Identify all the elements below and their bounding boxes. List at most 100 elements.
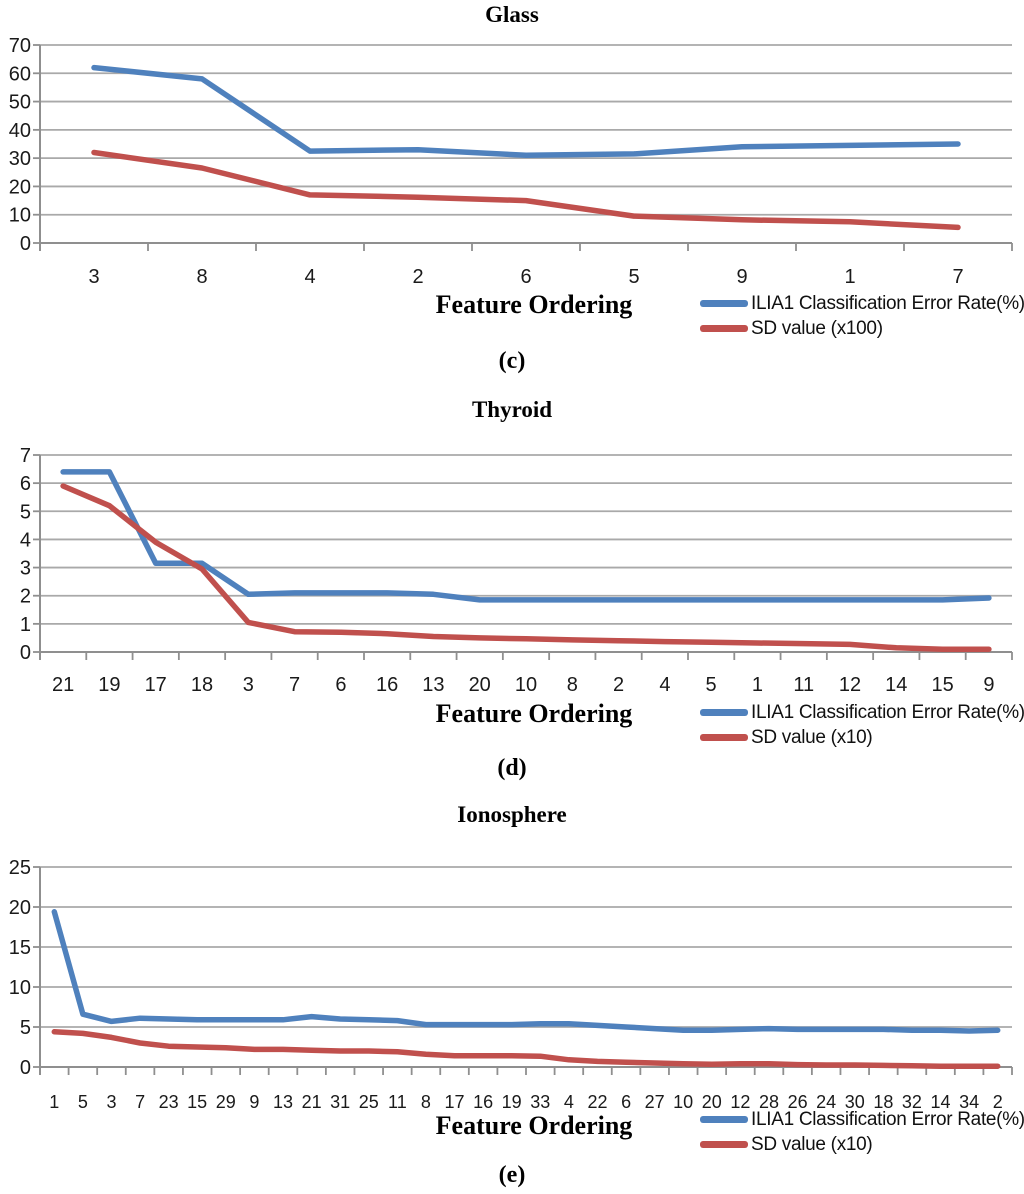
x-tick-label: 4 — [659, 674, 670, 696]
x-tick-label: 9 — [983, 674, 994, 696]
y-tick-label: 0 — [20, 233, 31, 255]
x-tick-label: 9 — [736, 266, 747, 288]
x-tick-label: 12 — [730, 1092, 750, 1112]
y-tick-label: 15 — [9, 937, 31, 959]
x-tick-label: 4 — [564, 1092, 574, 1112]
x-tick-label: 1 — [752, 674, 763, 696]
x-tick-label: 20 — [469, 674, 491, 696]
x-tick-label: 8 — [196, 266, 207, 288]
x-tick-label: 20 — [702, 1092, 722, 1112]
y-tick-label: 5 — [20, 1017, 31, 1039]
chart-title: Thyroid — [471, 397, 553, 422]
chart-title: Ionosphere — [457, 802, 567, 827]
x-tick-label: 17 — [145, 674, 167, 696]
x-tick-label: 5 — [706, 674, 717, 696]
x-tick-label: 8 — [567, 674, 578, 696]
x-tick-label: 18 — [191, 674, 213, 696]
x-axis-title: Feature Ordering — [435, 699, 633, 728]
series-line — [91, 149, 961, 231]
x-tick-label: 10 — [673, 1092, 693, 1112]
x-tick-label: 2 — [412, 266, 423, 288]
y-tick-label: 0 — [20, 1057, 31, 1079]
x-tick-label: 14 — [930, 1092, 950, 1112]
legend-label: ILIA1 Classification Error Rate(%) — [751, 1108, 1024, 1130]
legend-label: SD value (x10) — [751, 726, 873, 748]
legend-label: ILIA1 Classification Error Rate(%) — [751, 292, 1024, 314]
legend-row: SD value (x10) — [700, 725, 1024, 750]
series-line — [91, 64, 961, 159]
x-tick-label: 14 — [885, 674, 907, 696]
x-tick-label: 13 — [422, 674, 444, 696]
x-tick-label: 5 — [78, 1092, 88, 1112]
legend: ILIA1 Classification Error Rate(%) SD va… — [700, 291, 1024, 341]
x-tick-label: 23 — [159, 1092, 179, 1112]
x-tick-label: 1 — [49, 1092, 59, 1112]
chart-title: Glass — [485, 2, 539, 27]
x-tick-label: 27 — [645, 1092, 665, 1112]
legend-line-blue — [700, 1116, 748, 1123]
x-tick-label: 6 — [335, 674, 346, 696]
x-tick-label: 30 — [845, 1092, 865, 1112]
y-tick-label: 5 — [20, 501, 31, 523]
y-tick-label: 20 — [9, 176, 31, 198]
x-tick-label: 5 — [628, 266, 639, 288]
x-tick-label: 12 — [839, 674, 861, 696]
x-tick-label: 32 — [902, 1092, 922, 1112]
legend-line-red — [700, 325, 748, 332]
x-tick-label: 34 — [959, 1092, 979, 1112]
series-line — [51, 1029, 1001, 1069]
x-tick-label: 2 — [613, 674, 624, 696]
legend-row: ILIA1 Classification Error Rate(%) — [700, 700, 1024, 725]
x-tick-label: 13 — [273, 1092, 293, 1112]
y-tick-label: 50 — [9, 92, 31, 114]
x-tick-label: 6 — [621, 1092, 631, 1112]
y-tick-label: 10 — [9, 205, 31, 227]
y-tick-label: 20 — [9, 897, 31, 919]
x-tick-label: 28 — [759, 1092, 779, 1112]
x-tick-label: 33 — [530, 1092, 550, 1112]
legend-row: SD value (x100) — [700, 316, 1024, 341]
x-tick-label: 3 — [243, 674, 254, 696]
y-tick-label: 10 — [9, 977, 31, 999]
x-tick-label: 7 — [952, 266, 963, 288]
series-line — [51, 909, 1001, 1034]
x-tick-label: 25 — [359, 1092, 379, 1112]
glass-line-plot: 0 10 20 30 40 50 60 70 3 8 4 2 6 5 9 1 7 — [9, 35, 1013, 288]
legend-row: ILIA1 Classification Error Rate(%) — [700, 1107, 1024, 1132]
legend-line-blue — [700, 709, 748, 716]
x-tick-label: 8 — [421, 1092, 431, 1112]
legend-line-red — [700, 734, 748, 741]
x-tick-label: 9 — [249, 1092, 259, 1112]
x-tick-label: 2 — [993, 1092, 1003, 1112]
x-tick-label: 1 — [844, 266, 855, 288]
y-tick-label: 0 — [20, 642, 31, 664]
y-tick-label: 30 — [9, 148, 31, 170]
x-tick-label: 16 — [473, 1092, 493, 1112]
x-tick-label: 19 — [98, 674, 120, 696]
x-axis-title: Feature Ordering — [435, 1111, 633, 1140]
x-tick-label: 3 — [106, 1092, 116, 1112]
y-tick-label: 40 — [9, 120, 31, 142]
legend-line-red — [700, 1141, 748, 1148]
y-tick-label: 70 — [9, 35, 31, 57]
series-line — [60, 483, 992, 652]
x-tick-label: 16 — [376, 674, 398, 696]
y-tick-label: 60 — [9, 63, 31, 85]
subfigure-caption: (e) — [498, 1162, 526, 1188]
x-tick-label: 29 — [216, 1092, 236, 1112]
y-tick-label: 2 — [20, 586, 31, 608]
x-tick-label: 7 — [289, 674, 300, 696]
legend-label: ILIA1 Classification Error Rate(%) — [751, 701, 1024, 723]
x-tick-label: 19 — [502, 1092, 522, 1112]
x-tick-label: 7 — [135, 1092, 145, 1112]
x-tick-label: 3 — [88, 266, 99, 288]
x-tick-label: 10 — [515, 674, 537, 696]
x-tick-label: 22 — [587, 1092, 607, 1112]
x-tick-label: 17 — [444, 1092, 464, 1112]
x-tick-label: 15 — [187, 1092, 207, 1112]
legend-label: SD value (x100) — [751, 317, 883, 339]
legend-row: SD value (x10) — [700, 1132, 1024, 1157]
